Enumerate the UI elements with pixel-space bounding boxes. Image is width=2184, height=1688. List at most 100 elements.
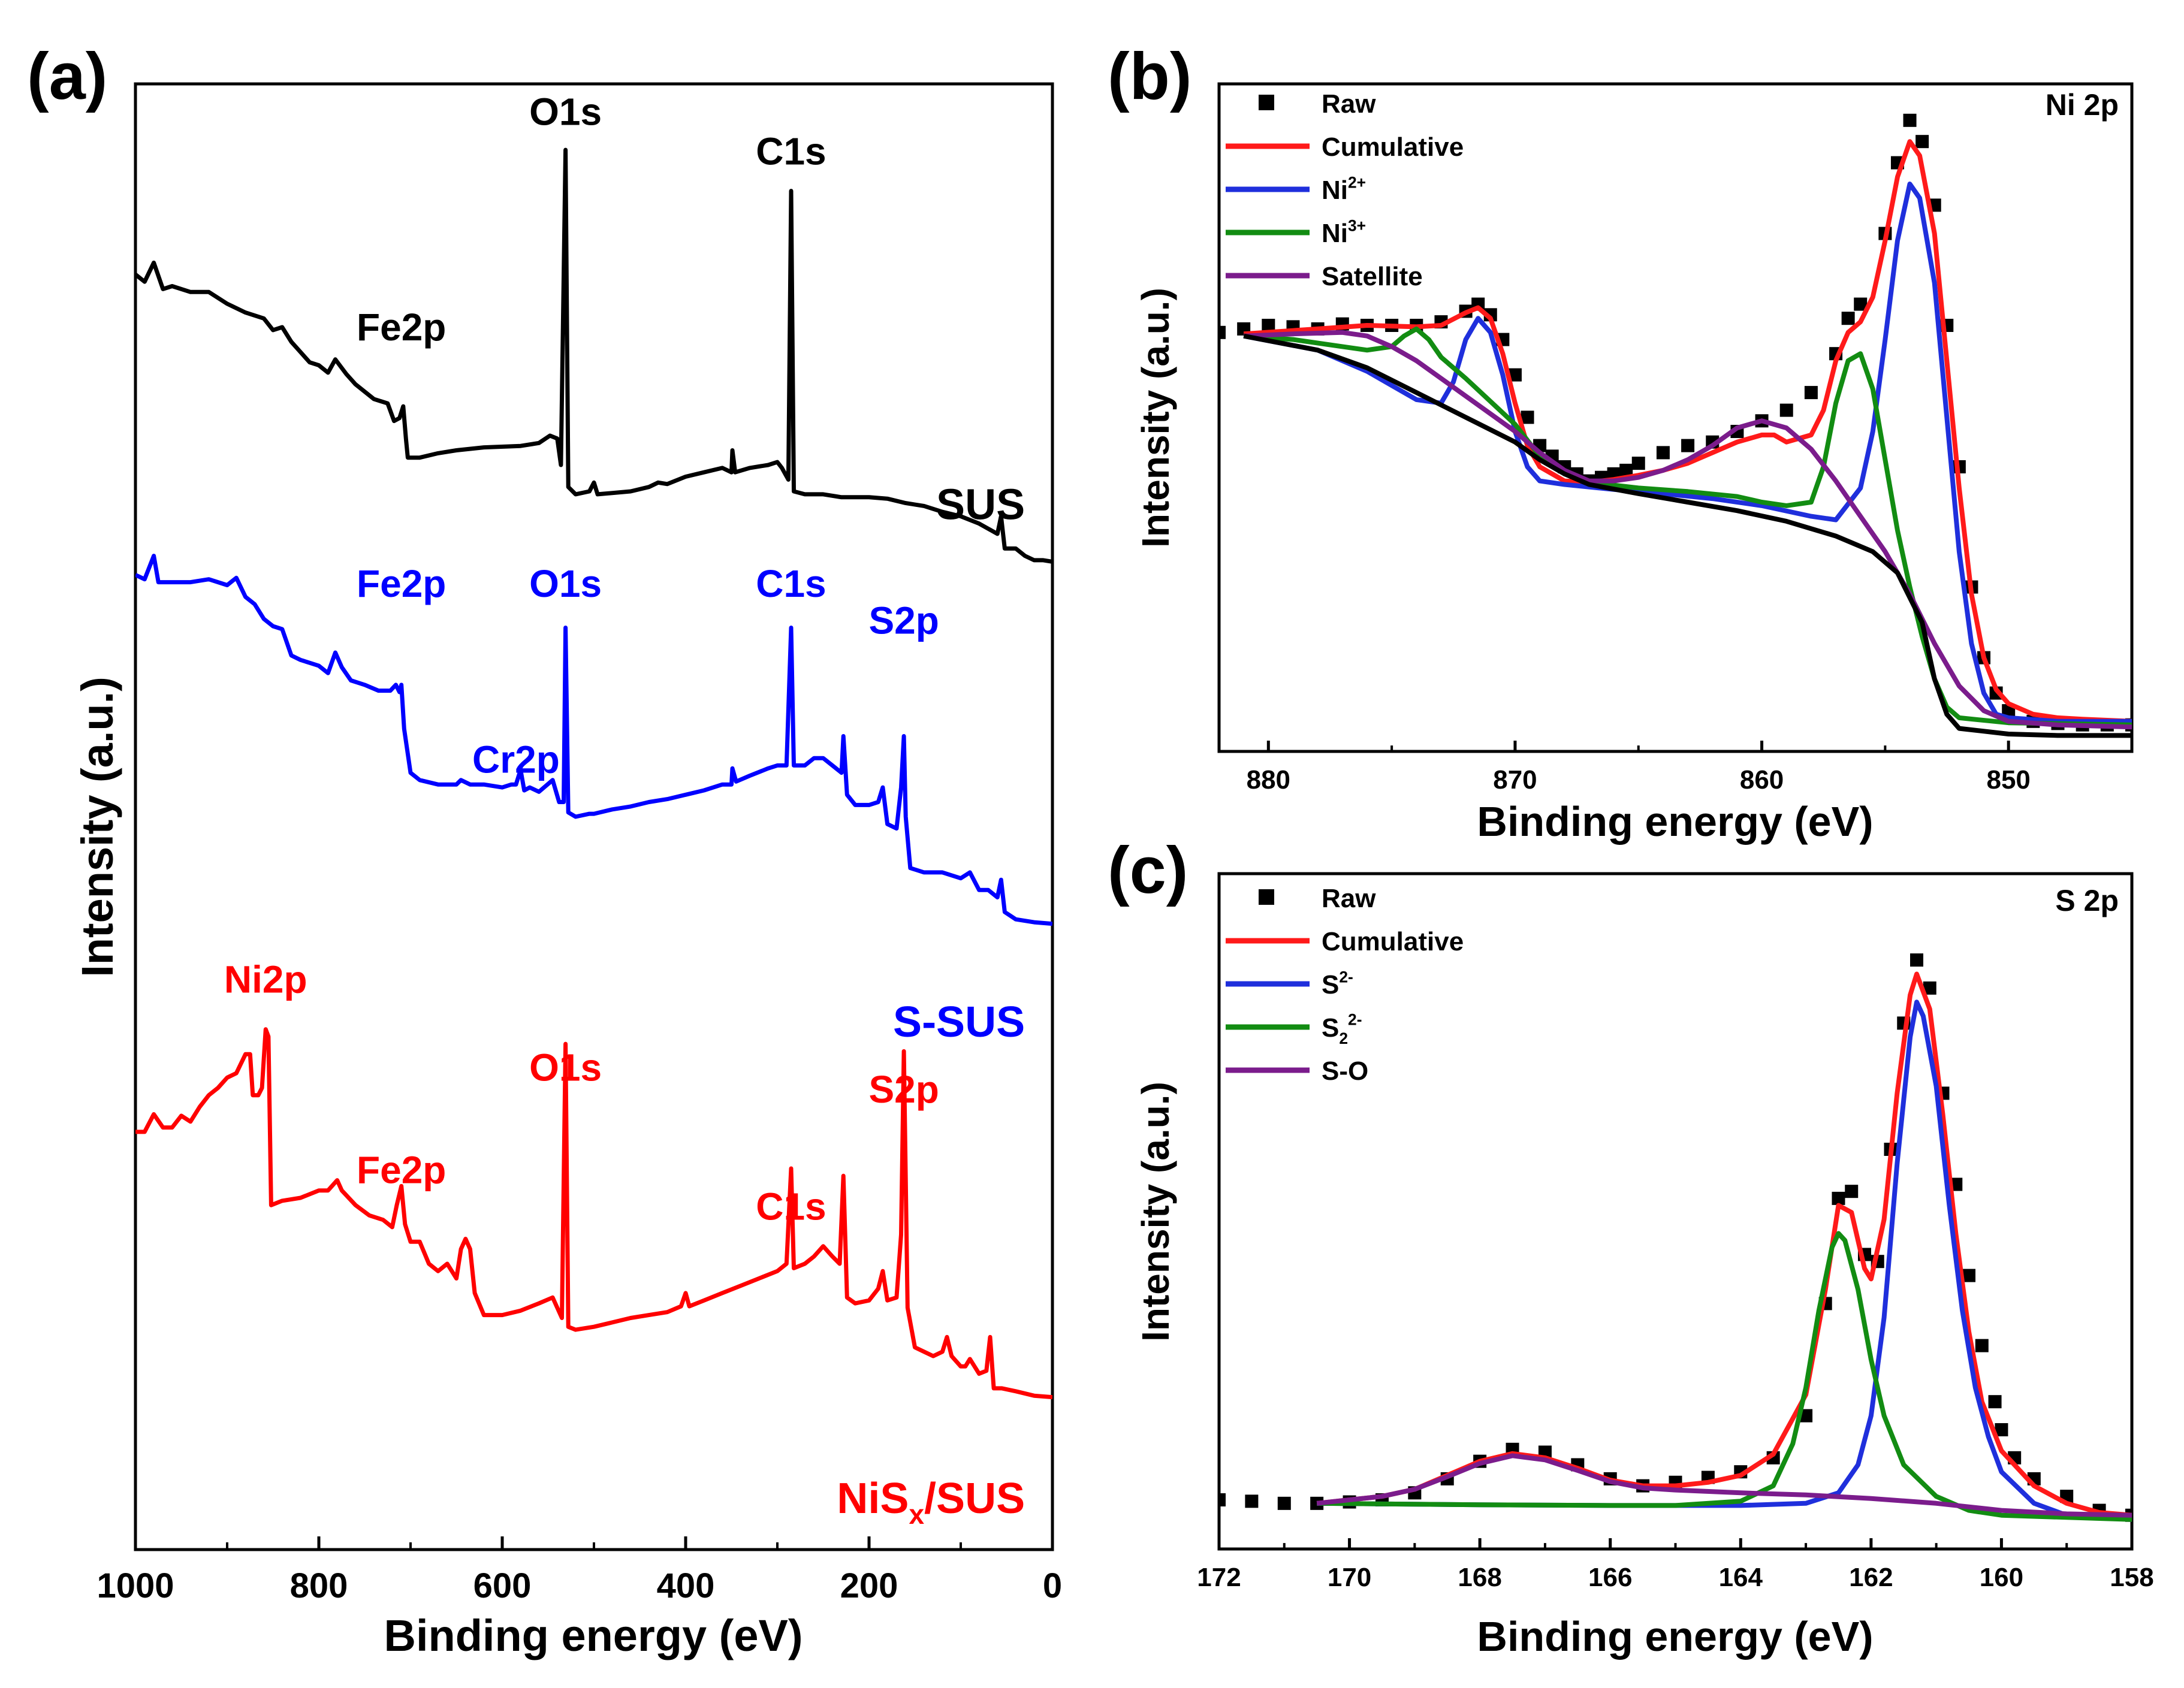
x-axis-ticks: 880 870 860 850 xyxy=(1247,741,2031,795)
chart-title: S 2p xyxy=(2055,884,2119,917)
legend-item-4: S22- xyxy=(1226,1010,1362,1047)
data-point xyxy=(1631,457,1645,470)
x-tick-label: 172 xyxy=(1197,1563,1241,1592)
series-ni3-line xyxy=(1243,326,2132,727)
data-point xyxy=(1219,325,1226,339)
x-tick-label: 1000 xyxy=(96,1566,174,1605)
series-satellite-line xyxy=(1244,330,2132,730)
series-raw-markers xyxy=(1219,953,2132,1522)
data-point xyxy=(1988,1395,2002,1409)
series-sus-line xyxy=(135,147,1052,564)
legend-item-1: Raw xyxy=(1259,89,1376,119)
data-point xyxy=(1995,1423,2008,1436)
legend-item-3: S2- xyxy=(1226,968,1353,999)
series-s-o-line xyxy=(1316,1453,2132,1518)
series-group xyxy=(1219,953,2132,1522)
y-axis-label: Intensity (a.u.) xyxy=(1134,288,1177,548)
peak-label-o1s: O1s xyxy=(529,1046,602,1089)
peak-label-o1s: O1s xyxy=(529,90,602,133)
legend-label: Ni2+ xyxy=(1322,173,1366,204)
data-point xyxy=(1854,297,1868,311)
legend-item-4: Ni3+ xyxy=(1226,216,1366,248)
series-group xyxy=(135,147,1052,1400)
peak-label-fe2p: Fe2p xyxy=(357,1149,446,1192)
series-labels: SUS S-SUS NiSx/SUS xyxy=(837,481,1025,1529)
x-tick-label: 870 xyxy=(1493,765,1537,795)
panel-label-c: (c) xyxy=(1108,834,1188,907)
legend: Raw Cumulative Ni2+ Ni3+ Satellite xyxy=(1226,89,1464,291)
data-point xyxy=(1845,1185,1859,1198)
data-point xyxy=(1962,1269,1976,1282)
peak-annotations: O1s C1s Fe2p Fe2p O1s C1s S2p Cr2p Ni2p Fe2p O1s C1… xyxy=(224,90,939,1228)
series-label-sus: SUS xyxy=(936,481,1025,529)
series-nisx-sus-line xyxy=(135,1027,1052,1400)
y-axis-label: Intensity (a.u.) xyxy=(73,677,122,977)
data-point xyxy=(1975,1339,1989,1352)
peak-label-c1s: C1s xyxy=(756,130,826,173)
y-axis-label: Intensity (a.u.) xyxy=(1134,1082,1177,1342)
data-point xyxy=(1923,981,1936,995)
peak-label-ni2p: Ni2p xyxy=(224,958,307,1001)
legend-item-3: Ni2+ xyxy=(1226,173,1366,205)
data-point xyxy=(1903,113,1917,127)
data-point xyxy=(1656,446,1670,460)
series-group xyxy=(1219,113,2132,738)
series-s2-line xyxy=(1317,999,2132,1522)
series-ni2-line xyxy=(1243,182,2132,724)
chart-title: Ni 2p xyxy=(2046,88,2119,122)
series-background-line xyxy=(1243,333,2132,738)
legend-item-1: Raw xyxy=(1259,884,1376,913)
peak-label-s2p: S2p xyxy=(868,599,939,642)
x-axis-label: Binding energy (eV) xyxy=(1477,798,1873,845)
panel-label-a: (a) xyxy=(27,40,107,113)
data-point xyxy=(1219,1493,1226,1506)
data-point xyxy=(1915,135,1929,149)
x-axis-ticks: 172 170 168 166 164 162 160 158 xyxy=(1197,1538,2154,1592)
legend-label: Cumulative xyxy=(1322,132,1464,162)
plot-frame xyxy=(1217,82,2134,753)
data-point xyxy=(1681,439,1695,452)
legend-label: S2- xyxy=(1322,968,1353,999)
legend-marker xyxy=(1259,889,1274,905)
series-cumulative-line xyxy=(1316,971,2132,1518)
x-axis-label: Binding energy (eV) xyxy=(1477,1613,1873,1660)
plot-frame xyxy=(134,82,1054,1551)
x-tick-label: 168 xyxy=(1458,1563,1501,1592)
data-point xyxy=(1508,368,1522,382)
x-axis-label: Binding energy (eV) xyxy=(384,1611,803,1660)
legend-label: S22- xyxy=(1322,1010,1362,1047)
panel-a-survey-spectrum: 1000 800 600 400 200 0 O1s C1s Fe2p Fe2p O1s C1s S2… xyxy=(73,82,1062,1660)
series-s-sus-line xyxy=(135,554,1052,926)
data-point xyxy=(1779,403,1793,417)
x-tick-label: 162 xyxy=(1849,1563,1893,1592)
panel-label-b: (b) xyxy=(1108,40,1191,113)
legend-item-2: Cumulative xyxy=(1226,927,1464,956)
peak-label-fe2p: Fe2p xyxy=(357,562,446,605)
legend-label: Raw xyxy=(1322,884,1376,913)
panel-c-s2p-spectrum: 172 170 168 166 164 162 160 158 Raw Cumulative S2… xyxy=(1134,872,2154,1660)
data-point xyxy=(1841,312,1855,325)
legend-item-5: S-O xyxy=(1226,1056,1368,1086)
x-tick-label: 600 xyxy=(473,1566,532,1605)
peak-label-s2p: S2p xyxy=(868,1068,939,1111)
panel-b-ni2p-spectrum: 880 870 860 850 Raw Cumulative Ni2+ Ni3+ Satell… xyxy=(1134,82,2134,845)
legend-item-5: Satellite xyxy=(1226,262,1423,291)
data-point xyxy=(1310,1496,1324,1510)
x-tick-label: 160 xyxy=(1980,1563,2023,1592)
x-tick-label: 850 xyxy=(1986,765,2030,795)
series-raw-markers xyxy=(1219,113,2132,732)
data-point xyxy=(1910,953,1924,967)
data-point xyxy=(1277,1496,1291,1510)
data-point xyxy=(1262,319,1275,332)
series-cumulative-line xyxy=(1243,139,2132,724)
x-tick-label: 800 xyxy=(290,1566,348,1605)
legend-label: Raw xyxy=(1322,89,1376,119)
data-point xyxy=(1245,1494,1259,1508)
peak-label-fe2p: Fe2p xyxy=(357,306,446,349)
x-tick-label: 158 xyxy=(2110,1563,2153,1592)
x-tick-label: 860 xyxy=(1740,765,1784,795)
data-point xyxy=(1619,463,1633,477)
legend: Raw Cumulative S2- S22- S-O xyxy=(1226,884,1464,1086)
x-tick-label: 880 xyxy=(1247,765,1290,795)
